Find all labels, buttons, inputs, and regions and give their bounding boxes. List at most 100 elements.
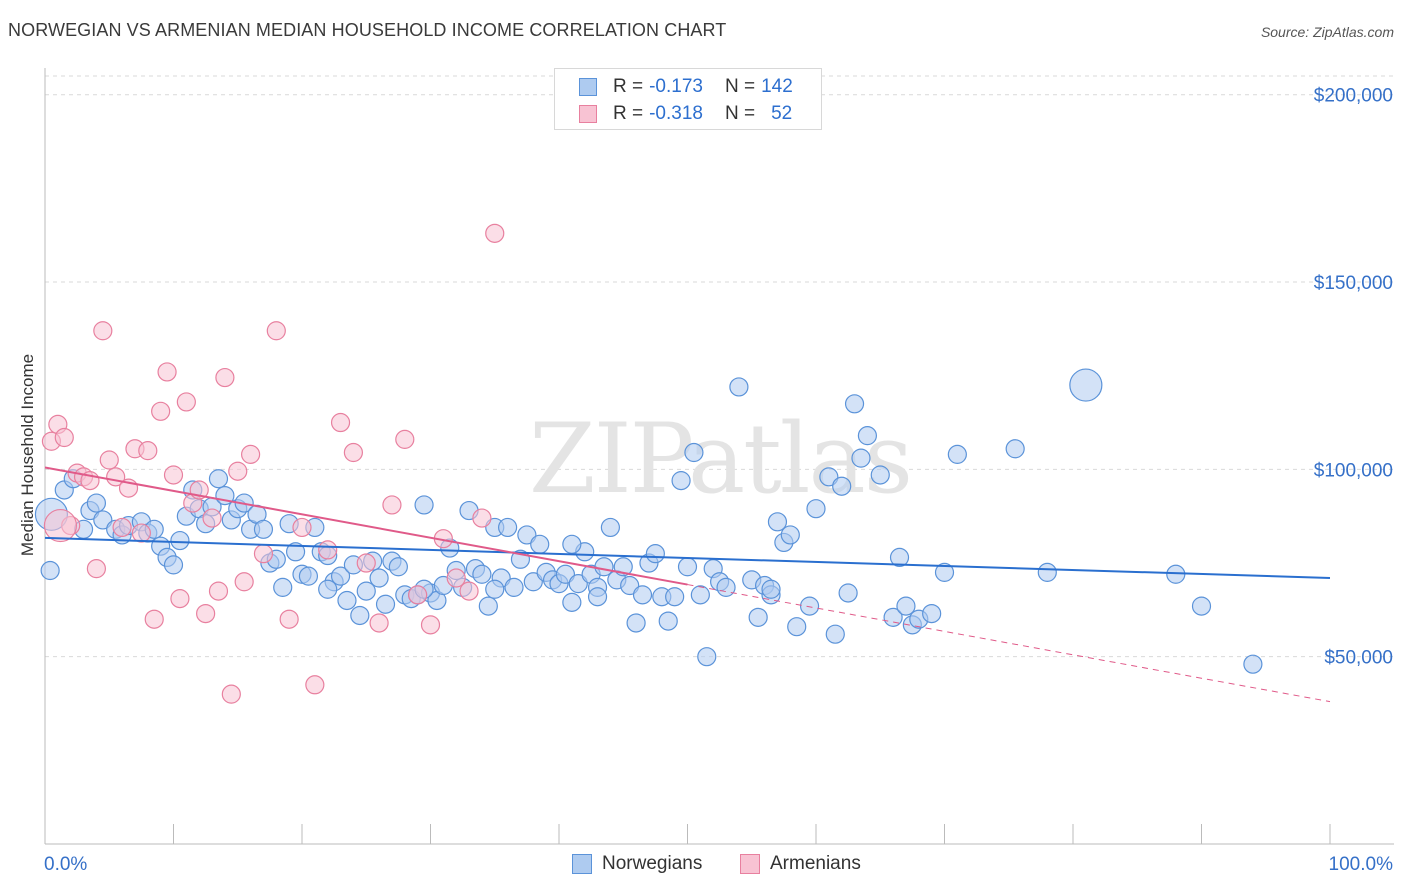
data-point — [934, 562, 955, 582]
data-point — [43, 508, 78, 543]
correlation-legend: R = -0.173 N = 142 R = -0.318 N = 52 — [554, 68, 822, 130]
data-point — [86, 493, 107, 513]
data-point — [1069, 368, 1103, 402]
data-point — [151, 401, 171, 421]
x-tick-label: 100.0% — [1329, 854, 1394, 875]
legend-swatch-pink — [740, 854, 760, 874]
legend-row-armenians: R = -0.318 N = 52 — [579, 102, 792, 126]
data-point — [716, 577, 736, 597]
data-point — [99, 450, 119, 470]
data-point — [568, 574, 588, 594]
data-point — [677, 557, 698, 577]
data-point — [318, 540, 338, 560]
data-point — [504, 577, 524, 597]
data-point — [112, 517, 132, 538]
data-point — [690, 585, 710, 605]
data-point — [176, 392, 196, 412]
data-point — [93, 510, 113, 530]
data-point — [298, 566, 319, 586]
data-point — [555, 564, 576, 584]
data-point — [889, 547, 910, 568]
data-point — [388, 557, 408, 577]
data-point — [806, 499, 826, 519]
data-point — [1243, 654, 1263, 674]
data-point — [356, 581, 376, 601]
data-point — [665, 587, 685, 607]
data-point — [1005, 439, 1025, 459]
legend-n-label: N = — [724, 103, 756, 124]
data-point — [215, 367, 235, 388]
trend-line-armenians-dashed — [687, 584, 1331, 703]
data-point — [253, 544, 274, 564]
data-point — [947, 444, 967, 464]
data-point — [414, 495, 434, 515]
data-point — [273, 577, 293, 597]
data-point — [787, 617, 807, 637]
data-point — [729, 377, 749, 397]
data-point — [208, 469, 229, 489]
data-point — [857, 426, 878, 446]
y-tick-label: $50,000 — [1324, 648, 1393, 669]
legend-n-value: 52 — [771, 103, 793, 124]
data-point — [330, 412, 351, 433]
data-point — [337, 590, 357, 611]
data-point — [163, 555, 184, 575]
data-point — [446, 568, 466, 588]
data-point — [138, 441, 158, 461]
data-point — [645, 544, 665, 564]
data-point — [382, 495, 402, 515]
data-point — [485, 579, 505, 599]
data-point — [253, 519, 274, 539]
data-point — [587, 587, 608, 607]
data-point — [844, 394, 865, 414]
chart-title: NORWEGIAN VS ARMENIAN MEDIAN HOUSEHOLD I… — [8, 20, 727, 40]
data-point — [228, 461, 248, 481]
data-point — [748, 607, 768, 627]
data-point — [459, 581, 479, 601]
data-point — [819, 467, 839, 487]
data-point — [266, 321, 286, 341]
legend-n-label: N = — [724, 76, 756, 97]
data-point — [658, 611, 678, 631]
data-point — [163, 465, 184, 485]
data-point — [472, 508, 492, 528]
tick-labels: $50,000 $100,000 $150,000 $200,000 0.0% 100.0… — [44, 86, 1393, 875]
x-tick-label: 0.0% — [44, 854, 87, 875]
y-tick-label: $150,000 — [1314, 273, 1393, 294]
data-point — [530, 534, 550, 554]
data-point — [86, 559, 107, 579]
data-point — [196, 603, 216, 624]
data-point — [498, 517, 518, 538]
data-point — [279, 609, 299, 629]
data-point — [157, 362, 177, 382]
data-point — [684, 442, 704, 463]
data-point — [838, 583, 858, 603]
data-point — [356, 553, 376, 573]
source-label: Source: ZipAtlas.com — [1260, 24, 1394, 40]
legend-r-value: -0.173 — [649, 76, 703, 97]
data-point — [234, 572, 254, 592]
data-point — [697, 647, 717, 667]
data-point — [1191, 596, 1212, 616]
data-point — [832, 476, 852, 496]
data-point — [562, 534, 582, 554]
legend-r-label: R = — [613, 76, 644, 97]
data-point — [408, 585, 428, 605]
data-point — [369, 568, 389, 588]
data-point — [170, 589, 190, 609]
data-point — [330, 566, 351, 586]
bottom-legend-norwegians: Norwegians — [572, 852, 702, 876]
data-point — [517, 525, 537, 545]
legend-swatch-pink — [579, 105, 597, 123]
legend-r-label: R = — [613, 103, 644, 124]
legend-row-norwegians: R = -0.173 N = 142 — [579, 75, 793, 99]
data-point — [600, 517, 621, 538]
data-point — [632, 585, 653, 605]
data-point — [761, 579, 781, 599]
data-point — [241, 444, 261, 464]
trend-line-armenians — [44, 466, 688, 586]
data-point — [485, 223, 505, 243]
data-point — [369, 613, 389, 633]
data-point — [478, 596, 498, 616]
data-point — [626, 613, 646, 633]
